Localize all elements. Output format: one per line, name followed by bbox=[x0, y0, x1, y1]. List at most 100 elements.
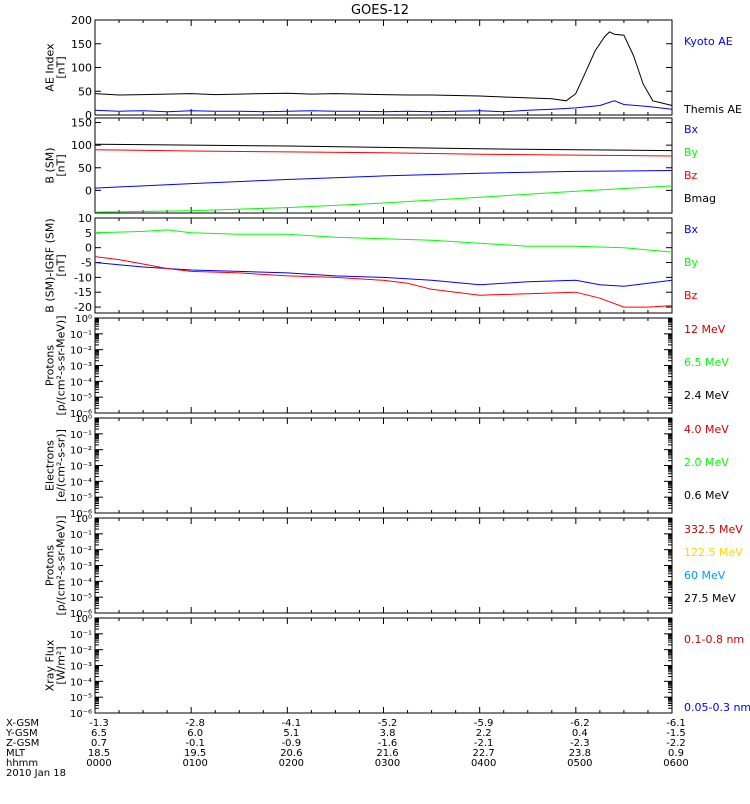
y-tick-label: -20 bbox=[74, 301, 92, 314]
y-tick-label: -15 bbox=[74, 286, 92, 299]
series-line-by bbox=[95, 230, 672, 252]
legend-entry: By bbox=[684, 256, 699, 269]
legend-entry: 2.0 MeV bbox=[684, 456, 729, 469]
y-axis-label: [nT] bbox=[55, 56, 68, 78]
y-tick-label: 10⁻⁴ bbox=[70, 677, 92, 688]
legend-entry: 60 MeV bbox=[684, 569, 726, 582]
legend-entry: Bx bbox=[684, 123, 699, 136]
y-tick-label: 10⁻² bbox=[70, 346, 92, 357]
table-cell: 0300 bbox=[375, 758, 400, 769]
table-cell: 0200 bbox=[279, 758, 304, 769]
chart-title: GOES-12 bbox=[351, 3, 409, 18]
table-cell: 0100 bbox=[182, 758, 207, 769]
legend-entry: 2.4 MeV bbox=[684, 389, 729, 402]
legend-entry: 332.5 MeV bbox=[684, 523, 743, 536]
y-tick-label: 10⁰ bbox=[75, 314, 92, 325]
legend-entry: By bbox=[684, 146, 699, 159]
legend-entry: Themis AE bbox=[683, 103, 742, 116]
panel-frame bbox=[95, 618, 672, 713]
y-tick-label: 10⁻³ bbox=[70, 662, 92, 673]
y-tick-label: 50 bbox=[78, 162, 92, 175]
y-tick-label: 10⁻¹ bbox=[70, 330, 92, 341]
y-tick-label: 10 bbox=[78, 212, 92, 225]
y-tick-label: 10⁻² bbox=[70, 446, 92, 457]
legend-entry: Bz bbox=[684, 169, 698, 182]
y-tick-label: 0 bbox=[85, 242, 92, 255]
y-tick-label: 10⁻⁴ bbox=[70, 577, 92, 588]
y-tick-label: 0 bbox=[85, 184, 92, 197]
y-tick-label: 10⁻³ bbox=[70, 562, 92, 573]
y-tick-label: 100 bbox=[71, 139, 92, 152]
series-line-bx bbox=[95, 263, 672, 287]
y-tick-label: 10⁻⁵ bbox=[70, 493, 92, 504]
y-tick-label: 200 bbox=[71, 14, 92, 27]
table-cell: 0000 bbox=[86, 758, 111, 769]
y-tick-label: 10⁰ bbox=[75, 614, 92, 625]
y-tick-label: -10 bbox=[74, 271, 92, 284]
panel-frame bbox=[95, 418, 672, 513]
legend-entry: 4.0 MeV bbox=[684, 423, 729, 436]
legend-entry: Bz bbox=[684, 289, 698, 302]
y-tick-label: 10⁻² bbox=[70, 546, 92, 557]
plot-date: 2010 Jan 18 bbox=[6, 768, 66, 779]
panel-protons1: 10⁻⁶10⁻⁵10⁻⁴10⁻³10⁻²10⁻¹10⁰Protons[p/(cm… bbox=[44, 314, 730, 420]
legend-entry: Bmag bbox=[684, 192, 716, 205]
y-tick-label: 150 bbox=[71, 117, 92, 130]
y-axis-label: [e/(cm²-s-sr)] bbox=[55, 429, 68, 502]
legend-entry: 12 MeV bbox=[684, 323, 726, 336]
y-tick-label: 10⁻¹ bbox=[70, 430, 92, 441]
legend-entry: 0.6 MeV bbox=[684, 489, 729, 502]
y-tick-label: 100 bbox=[71, 62, 92, 75]
panel-frame bbox=[95, 118, 672, 213]
y-tick-label: 50 bbox=[78, 85, 92, 98]
series-line-bz bbox=[95, 150, 672, 156]
series-line-bx bbox=[95, 171, 672, 189]
y-tick-label: 10⁰ bbox=[75, 514, 92, 525]
panel-electrons: 10⁻⁶10⁻⁵10⁻⁴10⁻³10⁻²10⁻¹10⁰Electrons[e/(… bbox=[44, 414, 730, 520]
legend-entry: Bx bbox=[684, 223, 699, 236]
y-tick-label: 10⁻¹ bbox=[70, 530, 92, 541]
y-axis-label: [W/m²] bbox=[55, 646, 68, 684]
panel-frame bbox=[95, 20, 672, 115]
legend-entry: 27.5 MeV bbox=[684, 592, 736, 605]
legend-entry: Kyoto AE bbox=[684, 35, 733, 48]
table-cell: 0600 bbox=[663, 758, 688, 769]
panel-frame bbox=[95, 518, 672, 613]
y-tick-label: 10⁻³ bbox=[70, 462, 92, 473]
panel-frame bbox=[95, 218, 672, 313]
y-tick-label: -5 bbox=[81, 257, 92, 270]
y-axis-label: [p/(cm²-s-sr-MeV)] bbox=[55, 516, 68, 616]
legend-entry: 122.5 MeV bbox=[684, 546, 743, 559]
y-tick-label: 10⁻³ bbox=[70, 362, 92, 373]
y-axis-label: [nT] bbox=[55, 154, 68, 176]
y-tick-label: 10⁻² bbox=[70, 646, 92, 657]
legend-entry: 0.05-0.3 nm bbox=[684, 701, 750, 714]
y-tick-label: 10⁰ bbox=[75, 414, 92, 425]
panel-frame bbox=[95, 318, 672, 413]
legend-entry: 6.5 MeV bbox=[684, 356, 729, 369]
panel-protons2: 10⁻⁶10⁻⁵10⁻⁴10⁻³10⁻²10⁻¹10⁰Protons[p/(cm… bbox=[44, 514, 744, 620]
legend-entry: 0.1-0.8 nm bbox=[684, 633, 744, 646]
y-tick-label: 10⁻⁴ bbox=[70, 377, 92, 388]
table-cell: 0400 bbox=[471, 758, 496, 769]
series-line-themis-ae bbox=[95, 32, 672, 106]
y-axis-label: [nT] bbox=[55, 254, 68, 276]
y-tick-label: 150 bbox=[71, 38, 92, 51]
y-tick-label: 10⁻⁵ bbox=[70, 693, 92, 704]
y-axis-label: [p/(cm²-s-sr-MeV)] bbox=[55, 316, 68, 416]
y-tick-label: 10⁻⁵ bbox=[70, 393, 92, 404]
y-tick-label: 10⁻⁴ bbox=[70, 477, 92, 488]
table-cell: 0500 bbox=[567, 758, 592, 769]
y-tick-label: 5 bbox=[85, 227, 92, 240]
y-tick-label: 10⁻⁵ bbox=[70, 593, 92, 604]
y-tick-label: 10⁻¹ bbox=[70, 630, 92, 641]
series-line-bmag bbox=[95, 144, 672, 150]
